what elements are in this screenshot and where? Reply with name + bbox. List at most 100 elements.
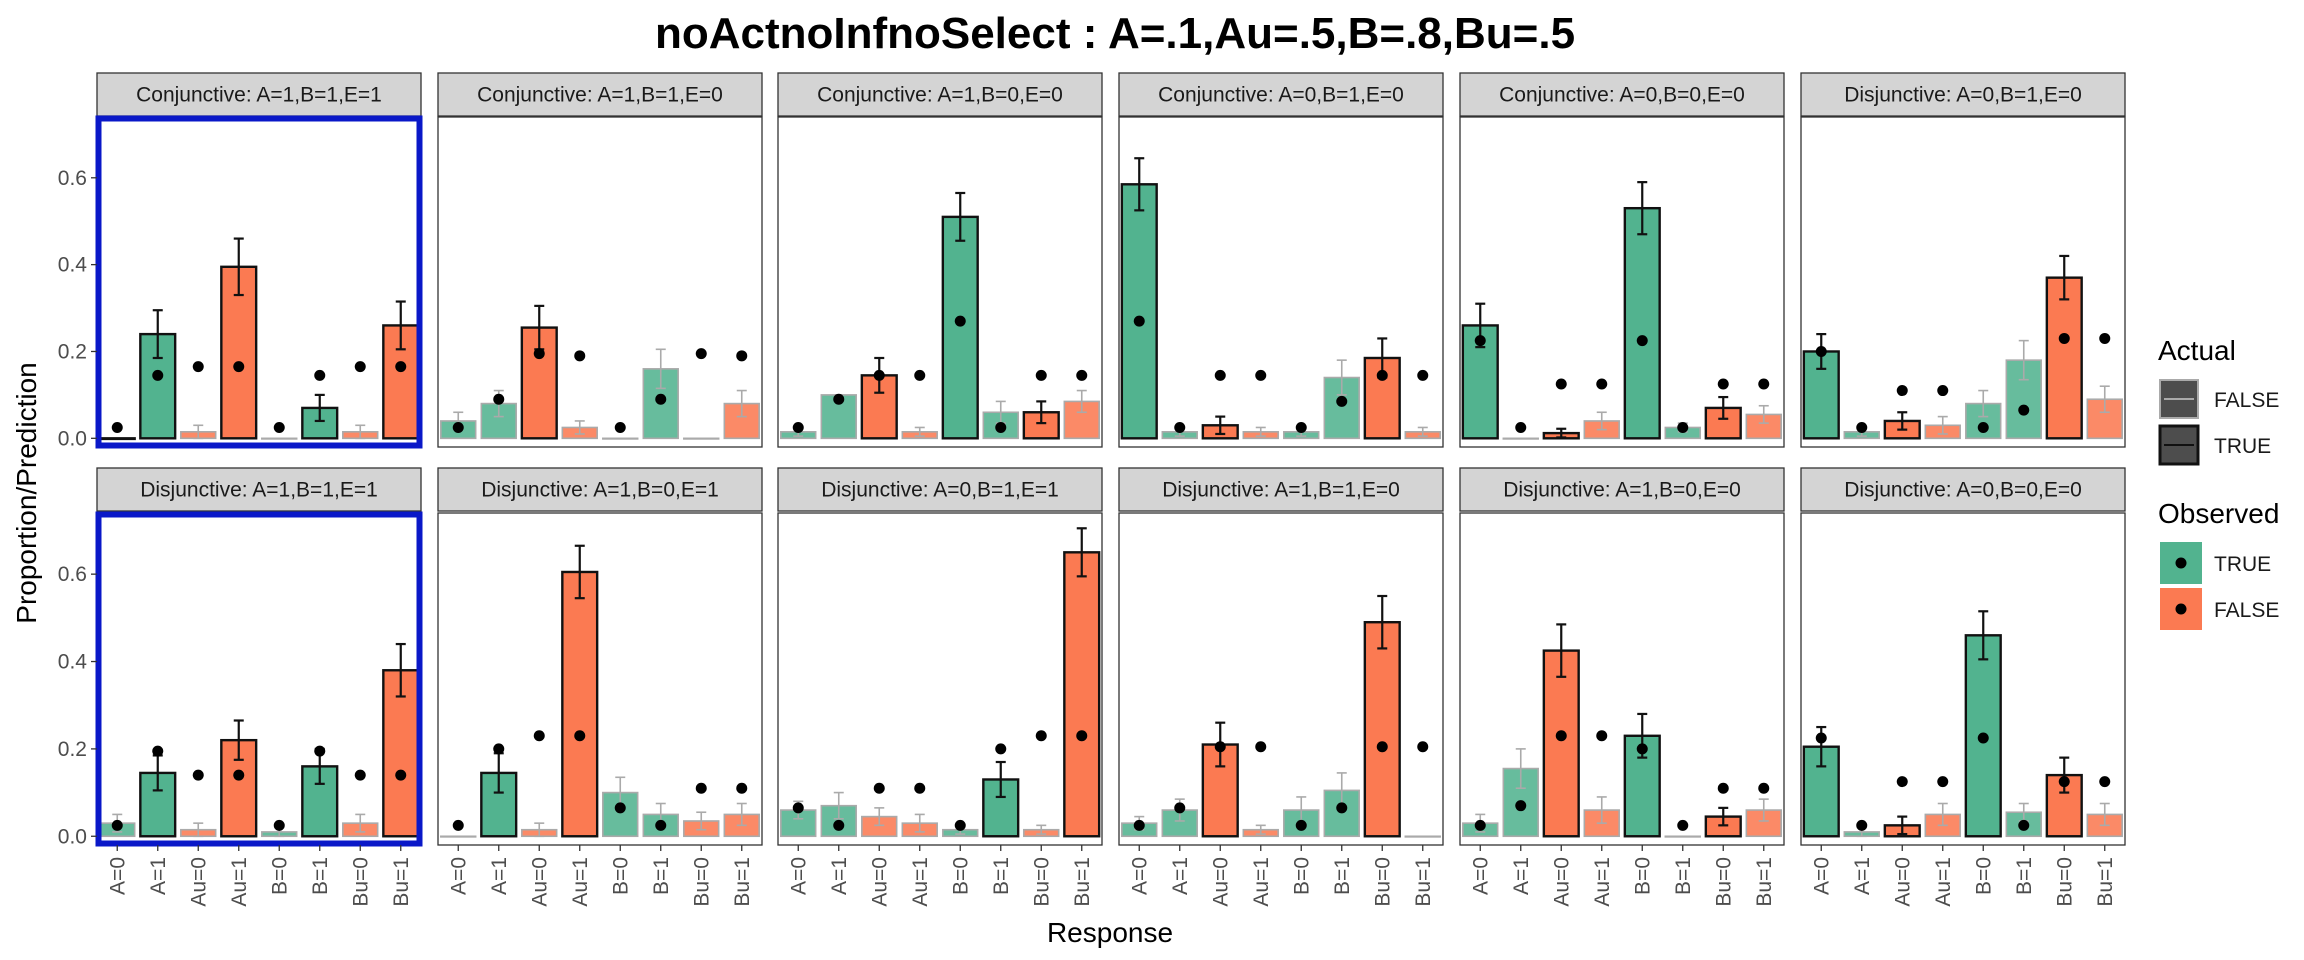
data-point xyxy=(1717,378,1729,390)
facet-strip-label: Conjunctive: A=0,B=1,E=0 xyxy=(1158,84,1404,107)
x-tick-label: B=1 xyxy=(2013,857,2036,895)
facet-strip-label: Disjunctive: A=1,B=0,E=0 xyxy=(1503,479,1741,502)
data-point xyxy=(1174,421,1186,433)
bar-Bu=1 xyxy=(1404,835,1441,838)
bar-B=1 xyxy=(1664,835,1701,838)
y-tick-label: 0.4 xyxy=(58,651,88,674)
bar-Bu=1 xyxy=(1063,551,1101,838)
x-tick-label: Bu=1 xyxy=(1412,857,1435,907)
x-tick-label: Au=0 xyxy=(187,857,210,907)
data-point xyxy=(1596,730,1608,742)
data-point xyxy=(1133,315,1145,327)
x-tick-label: A=1 xyxy=(828,857,851,895)
legend-observed-title: Observed xyxy=(2158,498,2279,529)
facet-strip xyxy=(1118,72,1444,117)
x-tick-label: Au=1 xyxy=(1932,857,1955,907)
x-tick-label: A=0 xyxy=(106,857,129,895)
data-point xyxy=(792,421,804,433)
data-point xyxy=(1896,776,1908,788)
data-point xyxy=(233,769,245,781)
x-tick-label: B=0 xyxy=(609,857,632,895)
data-point xyxy=(1214,369,1226,381)
legend-observed-point xyxy=(2175,557,2187,569)
x-tick-label: A=1 xyxy=(147,857,170,895)
facet-strip xyxy=(96,467,422,512)
data-point xyxy=(574,730,586,742)
x-tick-label: Bu=0 xyxy=(690,857,713,907)
x-tick-label: A=0 xyxy=(1810,857,1833,895)
data-point xyxy=(995,421,1007,433)
facet-strip-label: Disjunctive: A=0,B=1,E=1 xyxy=(821,479,1059,502)
data-point xyxy=(1515,800,1527,812)
data-point xyxy=(1815,732,1827,744)
panel-border xyxy=(1459,512,1785,846)
data-point xyxy=(395,769,407,781)
data-point xyxy=(533,730,545,742)
data-point xyxy=(533,348,545,360)
x-tick-label: Au=0 xyxy=(1550,857,1573,907)
bar-Au=0 xyxy=(1542,649,1580,838)
data-point xyxy=(655,819,667,831)
data-point xyxy=(1677,421,1689,433)
data-point xyxy=(452,819,464,831)
data-point xyxy=(1376,741,1388,753)
bar-Bu=1 xyxy=(382,669,420,838)
facet-strip xyxy=(1800,467,2126,512)
x-tick-label: B=0 xyxy=(1972,857,1995,895)
data-point xyxy=(1474,819,1486,831)
data-point xyxy=(1856,421,1868,433)
data-point xyxy=(873,369,885,381)
facet-strip xyxy=(437,467,763,512)
data-point xyxy=(273,819,285,831)
data-point xyxy=(914,369,926,381)
data-point xyxy=(1255,741,1267,753)
data-point xyxy=(1133,819,1145,831)
panel-background xyxy=(778,513,1102,845)
x-tick-label: Bu=0 xyxy=(349,857,372,907)
data-point xyxy=(2099,776,2111,788)
legend-observed-label: FALSE xyxy=(2214,599,2279,622)
x-tick-label: B=0 xyxy=(268,857,291,895)
x-tick-label: Au=0 xyxy=(528,857,551,907)
data-point xyxy=(1214,741,1226,753)
panel-border xyxy=(437,512,763,846)
legend-actual-label: TRUE xyxy=(2214,435,2271,458)
facet-panel: Conjunctive: A=1,B=0,E=0 xyxy=(777,72,1103,448)
facet-strip-label: Disjunctive: A=0,B=0,E=0 xyxy=(1844,479,2082,502)
data-point xyxy=(152,369,164,381)
data-point xyxy=(354,361,366,373)
panel-border xyxy=(1118,116,1444,448)
x-tick-label: B=1 xyxy=(650,857,673,895)
data-point xyxy=(1515,421,1527,433)
legend-observed-point xyxy=(2175,603,2187,615)
panel-border xyxy=(1118,512,1444,846)
data-point xyxy=(2099,332,2111,344)
panel-grid: Conjunctive: A=1,B=1,E=10.00.20.40.6 Conj… xyxy=(58,72,2126,907)
x-tick-label: Au=0 xyxy=(1209,857,1232,907)
data-point xyxy=(736,350,748,362)
panel-border xyxy=(1800,512,2126,846)
data-point xyxy=(792,802,804,814)
data-point xyxy=(1076,369,1088,381)
x-tick-label: B=0 xyxy=(949,857,972,895)
x-tick-label: A=0 xyxy=(1128,857,1151,895)
x-tick-label: Bu=0 xyxy=(1371,857,1394,907)
bar-A=0 xyxy=(440,835,477,838)
facet-strip-label: Conjunctive: A=1,B=1,E=0 xyxy=(477,84,723,107)
data-point xyxy=(1717,782,1729,794)
y-tick-label: 0.0 xyxy=(58,427,87,450)
data-point xyxy=(1255,369,1267,381)
x-tick-label: Bu=1 xyxy=(2094,857,2117,907)
panel-border xyxy=(1459,116,1785,448)
data-point xyxy=(1896,385,1908,397)
data-point xyxy=(314,745,326,757)
x-tick-label: Au=0 xyxy=(1891,857,1914,907)
legend: Actual FALSE TRUE Observed TRUE FALSE xyxy=(2158,335,2279,630)
facet-strip xyxy=(1118,467,1444,512)
data-point xyxy=(452,421,464,433)
data-point xyxy=(614,802,626,814)
panel-border xyxy=(777,512,1103,846)
bar-Bu=0 xyxy=(1704,406,1742,440)
data-point xyxy=(1856,819,1868,831)
facet-panel: Conjunctive: A=1,B=1,E=1 0.0 0.2 0.4 0.6 xyxy=(58,72,423,450)
